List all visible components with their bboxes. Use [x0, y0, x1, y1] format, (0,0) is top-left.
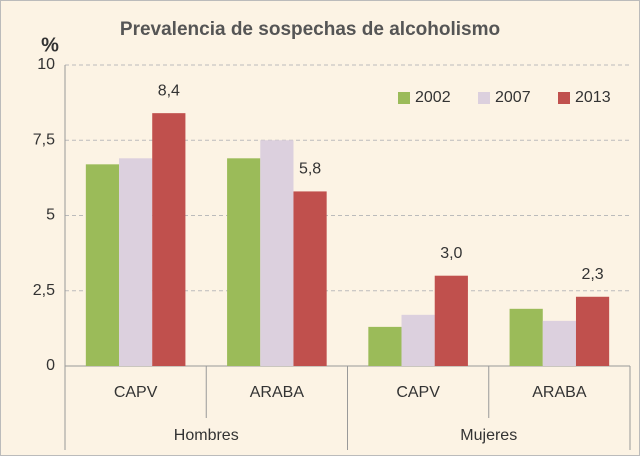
- bar: [575, 296, 610, 366]
- x-tick-label: ARABA: [532, 384, 587, 401]
- legend-swatch: [398, 92, 410, 104]
- x-tick-label: CAPV: [114, 384, 158, 401]
- bar: [119, 158, 153, 366]
- bar: [293, 191, 327, 366]
- bar: [227, 158, 261, 366]
- x-tick-label: CAPV: [396, 384, 440, 401]
- legend-label: 2002: [415, 89, 451, 106]
- chart-title: Prevalencia de sospechas de alcoholismo: [120, 19, 500, 40]
- x-tick-label: ARABA: [250, 384, 305, 401]
- bar: [542, 320, 576, 366]
- data-label: 8,4: [158, 82, 180, 99]
- group-label: Hombres: [174, 427, 239, 444]
- bar: [509, 308, 543, 366]
- group-label: Mujeres: [460, 427, 517, 444]
- bar: [152, 113, 186, 366]
- data-label: 2,3: [581, 266, 603, 283]
- legend-label: 2013: [575, 89, 611, 106]
- y-tick-label: 0: [46, 357, 55, 374]
- y-tick-label: 10: [37, 56, 55, 73]
- bar: [401, 314, 435, 366]
- bar: [85, 164, 120, 366]
- bar: [434, 275, 468, 366]
- bar: [368, 326, 402, 366]
- data-label: 5,8: [299, 161, 321, 178]
- legend-swatch: [558, 92, 570, 104]
- y-tick-label: 5: [46, 207, 55, 224]
- legend-label: 2007: [495, 89, 531, 106]
- data-label: 3,0: [440, 245, 462, 262]
- y-axis-label: %: [41, 34, 59, 56]
- y-tick-label: 7,5: [33, 131, 55, 148]
- y-tick-label: 2,5: [33, 282, 55, 299]
- legend-swatch: [478, 92, 490, 104]
- bar: [260, 140, 294, 366]
